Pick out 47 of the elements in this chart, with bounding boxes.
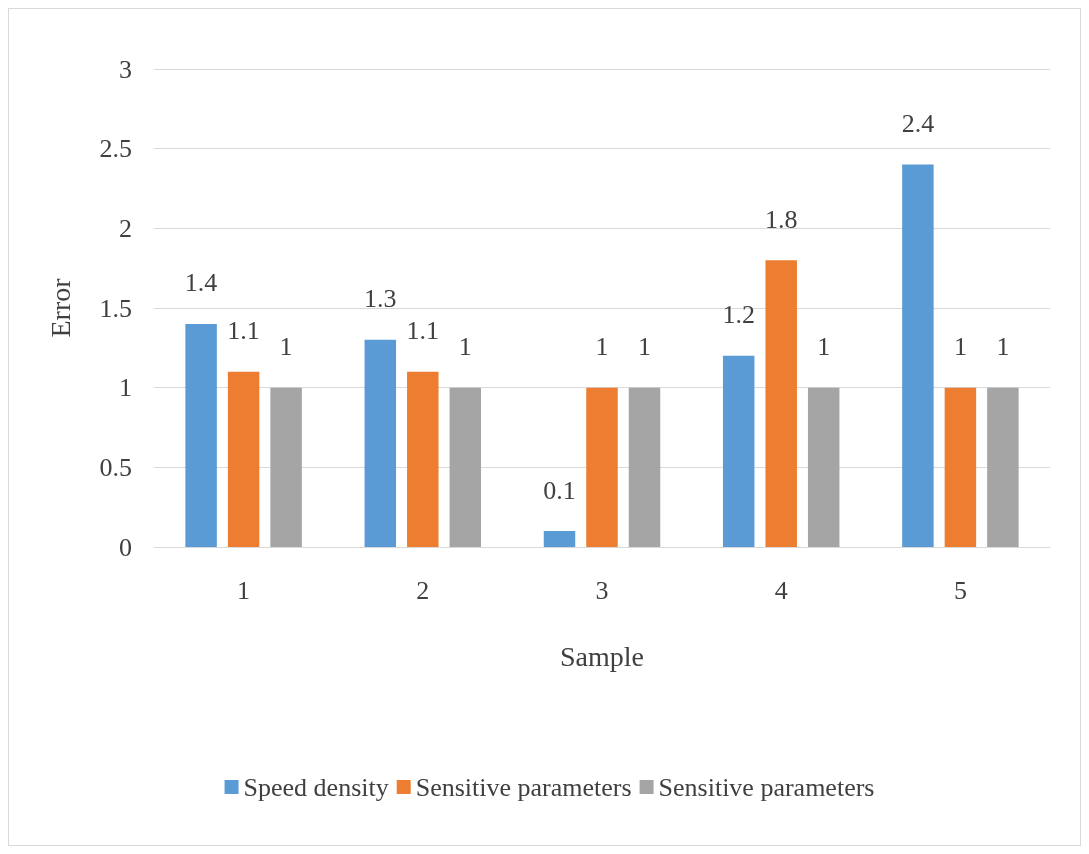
y-tick-label: 3 [119, 54, 132, 84]
data-label: 0.1 [543, 475, 576, 505]
legend-label: Sensitive parameters [658, 772, 875, 802]
bar [765, 260, 797, 547]
data-label: 1.4 [184, 268, 218, 298]
x-tick-label: 2 [416, 575, 430, 605]
y-tick-label: 0.5 [99, 452, 132, 482]
y-tick-label: 1.5 [99, 293, 132, 323]
bar [407, 371, 439, 547]
y-tick-label: 1 [119, 373, 132, 403]
x-tick-label: 4 [774, 575, 788, 605]
legend-label: Speed density [243, 772, 389, 802]
data-label: 1 [279, 332, 293, 362]
y-tick-label: 2 [119, 213, 132, 243]
y-tick-label: 0 [119, 532, 132, 562]
data-label: 1 [953, 332, 967, 362]
bar [185, 323, 217, 547]
x-tick-label: 3 [595, 575, 609, 605]
data-label: 1 [638, 332, 651, 362]
data-label: 1 [817, 332, 831, 362]
bar [987, 387, 1019, 547]
data-label: 1.1 [227, 316, 260, 346]
data-label: 1.1 [406, 316, 440, 346]
data-label: 1 [996, 332, 1010, 362]
bar [807, 387, 840, 547]
bar [449, 387, 482, 547]
legend-label: Sensitive parameters [415, 772, 632, 802]
bar [364, 339, 397, 547]
data-label: 1 [595, 332, 609, 362]
x-tick-label: 5 [953, 575, 967, 605]
data-label: 1.8 [764, 204, 798, 234]
x-axis-title: Sample [560, 640, 644, 672]
bar [902, 164, 934, 547]
x-tick-label: 1 [237, 575, 251, 605]
bar [722, 355, 755, 547]
bar [227, 371, 260, 547]
data-label: 1 [458, 332, 472, 362]
y-axis-title: Error [44, 277, 76, 338]
bar [270, 387, 302, 547]
bar [586, 387, 618, 547]
data-label: 2.4 [901, 109, 935, 139]
y-tick-label: 2.5 [99, 134, 132, 164]
bar [944, 387, 977, 547]
data-label: 1.2 [722, 300, 755, 330]
bar [628, 387, 661, 547]
bar [543, 531, 576, 547]
data-label: 1.3 [364, 284, 397, 314]
